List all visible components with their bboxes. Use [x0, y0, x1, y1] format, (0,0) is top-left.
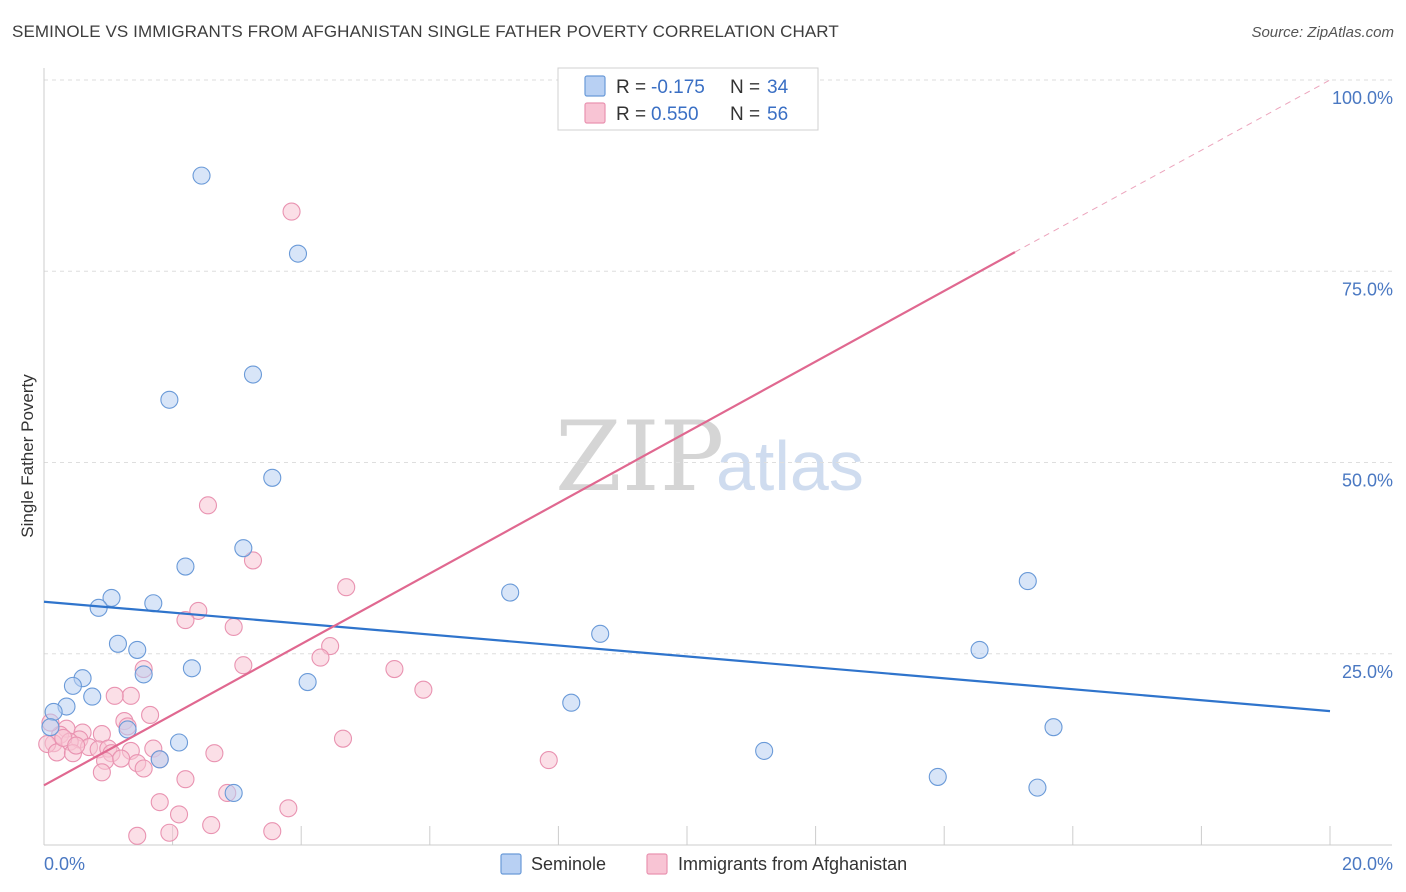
afghan-point-40: [92, 763, 111, 782]
seminole-point-1: [288, 244, 308, 263]
legend-n-label-seminole: N =: [730, 77, 760, 98]
afghan-point-47: [169, 805, 189, 824]
afghan-point-14: [121, 686, 140, 705]
seminole-point-0: [192, 166, 211, 185]
afghan-point-9: [311, 648, 330, 667]
afghan-point-48: [279, 799, 298, 818]
legend-swatch-afghan: [584, 102, 606, 124]
seminole-point-11: [128, 640, 147, 659]
afghan-trend-line: [43, 251, 1016, 787]
afghan-point-16: [141, 705, 160, 725]
watermark-atlas: atlas: [716, 427, 864, 505]
seminole-point-30: [1018, 572, 1037, 591]
seminole-point-20: [118, 720, 137, 739]
seminole-point-3: [160, 390, 179, 409]
seminole-point-16: [83, 687, 102, 706]
series-legend-swatch-seminole: [500, 853, 522, 875]
afghan-point-44: [176, 770, 195, 789]
seminole-point-8: [144, 594, 163, 613]
series-legend: Seminole Immigrants from Afghanistan: [500, 853, 907, 875]
afghan-point-36: [112, 749, 131, 768]
series-legend-swatch-afghan: [646, 853, 668, 875]
afghan-point-12: [385, 659, 404, 679]
seminole-point-23: [224, 783, 243, 803]
legend-r-value-seminole: -0.175: [651, 77, 705, 98]
seminole-point-29: [970, 640, 989, 659]
y-tick-label-2: 75.0%: [1342, 279, 1393, 299]
y-tick-label-3: 100.0%: [1332, 88, 1393, 108]
seminole-point-6: [176, 557, 195, 576]
afghan-point-4: [337, 578, 356, 597]
x-tick-labels: 0.0% 20.0%: [44, 854, 1393, 874]
y-axis-label: Single Father Poverty: [18, 374, 37, 538]
afghan-point-15: [105, 686, 124, 705]
legend-r-label-seminole: R =: [616, 77, 646, 98]
afghan-point-2: [198, 496, 218, 515]
correlation-legend: R = -0.175 N = 34 R = 0.550 N = 56: [557, 67, 819, 131]
y-tick-label-0: 25.0%: [1342, 662, 1393, 682]
afghan-point-43: [539, 751, 558, 770]
afghan-point-55: [67, 736, 86, 755]
afghan-point-46: [150, 793, 169, 812]
x-tick-label-min: 0.0%: [44, 854, 85, 874]
afghan-point-13: [414, 680, 433, 699]
seminole-point-13: [182, 659, 201, 678]
afghan-point-6: [176, 611, 195, 630]
seminole-trend-line: [43, 600, 1331, 713]
seminole-point-10: [108, 634, 127, 653]
grid-lines: [44, 79, 1392, 655]
seminole-point-21: [169, 733, 189, 752]
seminole-points: [41, 166, 1063, 803]
afghan-point-42: [333, 729, 353, 748]
afghan-point-50: [160, 823, 179, 842]
afghan-point-3: [243, 551, 263, 570]
afghan-point-52: [263, 822, 282, 841]
legend-n-value-afghan: 56: [767, 104, 788, 125]
afghan-point-10: [234, 656, 253, 675]
source-credit: Source: ZipAtlas.com: [1251, 24, 1394, 41]
seminole-point-12: [134, 665, 153, 684]
seminole-point-18: [44, 702, 63, 721]
series-legend-label-seminole: Seminole: [531, 854, 606, 874]
legend-r-value-afghan: 0.550: [651, 104, 699, 125]
seminole-point-31: [1044, 718, 1063, 737]
seminole-point-5: [234, 539, 253, 558]
x-tick-label-max: 20.0%: [1342, 854, 1393, 874]
afghan-point-7: [224, 617, 243, 637]
series-legend-label-afghan: Immigrants from Afghanistan: [678, 854, 907, 874]
seminole-point-2: [243, 365, 263, 384]
afghan-point-49: [202, 816, 221, 835]
seminole-point-33: [1028, 778, 1047, 797]
seminole-point-19: [41, 718, 60, 737]
afghan-point-51: [128, 826, 147, 845]
legend-swatch-seminole: [584, 75, 606, 97]
chart-title: SEMINOLE VS IMMIGRANTS FROM AFGHANISTAN …: [12, 22, 839, 41]
afghan-point-1: [282, 202, 301, 221]
seminole-point-4: [263, 468, 282, 487]
seminole-point-15: [63, 676, 82, 695]
seminole-point-26: [562, 693, 581, 712]
legend-r-label-afghan: R =: [616, 104, 646, 125]
seminole-point-32: [928, 767, 947, 786]
legend-n-value-seminole: 34: [767, 77, 789, 98]
afghan-trend-extension: [1014, 79, 1331, 253]
trend-lines: [43, 79, 1331, 787]
afghan-point-41: [205, 744, 224, 763]
y-tick-labels: 25.0% 50.0% 75.0% 100.0%: [1332, 88, 1393, 682]
watermark: ZIP atlas: [555, 401, 864, 513]
y-tick-label-1: 50.0%: [1342, 471, 1393, 491]
seminole-point-27: [591, 624, 610, 643]
seminole-point-24: [298, 673, 317, 692]
seminole-point-28: [755, 741, 774, 760]
afghan-point-39: [134, 759, 153, 778]
legend-n-label-afghan: N =: [730, 104, 760, 125]
seminole-point-22: [150, 750, 169, 769]
seminole-point-25: [501, 583, 520, 602]
